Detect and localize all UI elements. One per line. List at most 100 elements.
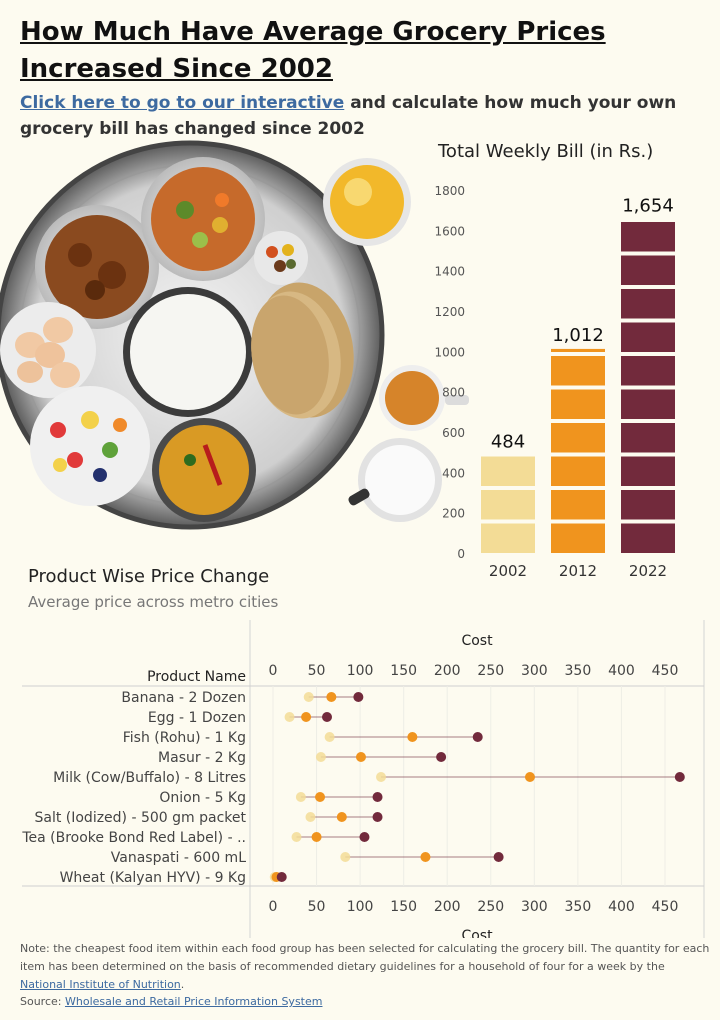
x-tick-label-top: 200: [434, 663, 461, 679]
y-tick-label: 800: [442, 386, 465, 400]
price-point-2012: [336, 812, 347, 822]
product-label: Masur - 2 Kg: [158, 750, 246, 766]
price-point-2022: [674, 772, 685, 782]
product-chart-subtitle: Average price across metro cities: [28, 593, 279, 611]
price-point-2002: [340, 852, 351, 862]
x-category-label: 2022: [629, 562, 667, 580]
x-tick-label-top: 100: [347, 663, 374, 679]
bar-segment: [621, 456, 675, 486]
price-point-2002: [303, 692, 314, 702]
price-point-2022: [372, 792, 383, 802]
spice-bowl-icon: [254, 231, 308, 285]
price-point-2012: [301, 712, 312, 722]
bar-segment: [621, 523, 675, 553]
price-point-2012: [355, 752, 366, 762]
x-tick-label-bottom: 350: [565, 899, 592, 915]
bar-segment: [621, 356, 675, 386]
x-tick-label-top: 0: [269, 663, 278, 679]
x-tick-label-top: 300: [521, 663, 548, 679]
x-tick-label-bottom: 100: [347, 899, 374, 915]
x-tick-label-bottom: 50: [308, 899, 326, 915]
note-text: Note: the cheapest food item within each…: [20, 942, 710, 973]
price-point-2012: [420, 852, 431, 862]
price-point-2012: [326, 692, 337, 702]
product-price-chart: Cost Cost Product Name 0 0 50 50 100 100 150 150 20…: [21, 620, 705, 938]
bar-segment: [621, 255, 675, 285]
price-point-2012: [315, 792, 326, 802]
thali-illustration: [0, 140, 469, 530]
price-point-2002: [324, 732, 335, 742]
price-point-2002: [295, 792, 306, 802]
bar-segment: [481, 490, 535, 520]
x-tick-label-bottom: 0: [269, 899, 278, 915]
product-label: Banana - 2 Dozen: [121, 690, 246, 706]
x-tick-label-bottom: 150: [390, 899, 417, 915]
y-tick-label: 1800: [434, 184, 465, 198]
product-label: Salt (Iodized) - 500 gm packet: [34, 810, 246, 826]
price-point-2002: [291, 832, 302, 842]
x-tick-label-top: 50: [308, 663, 326, 679]
x-category-label: 2012: [559, 562, 597, 580]
price-point-2002: [315, 752, 326, 762]
x-axis-title-top: Cost: [461, 633, 493, 649]
price-point-2012: [524, 772, 535, 782]
y-tick-label: 200: [442, 507, 465, 521]
x-category-label: 2002: [489, 562, 527, 580]
price-point-2012: [311, 832, 322, 842]
product-label: Milk (Cow/Buffalo) - 8 Litres: [53, 770, 246, 786]
product-label: Tea (Brooke Bond Red Label) - ..: [21, 830, 246, 846]
price-point-2002: [284, 712, 295, 722]
product-label: Vanaspati - 600 mL: [111, 850, 246, 866]
x-tick-label-top: 250: [477, 663, 504, 679]
bar-chart-title: Total Weekly Bill (in Rs.): [438, 141, 654, 162]
bar-segment: [481, 456, 535, 486]
product-label: Egg - 1 Dozen: [148, 710, 246, 726]
source-link[interactable]: Wholesale and Retail Price Information S…: [64, 995, 323, 1008]
x-tick-label-bottom: 250: [477, 899, 504, 915]
x-tick-label-bottom: 400: [608, 899, 635, 915]
price-point-2022: [353, 692, 364, 702]
x-tick-label-top: 400: [608, 663, 635, 679]
x-tick-label-top: 150: [390, 663, 417, 679]
x-tick-label-top: 350: [565, 663, 592, 679]
x-axis-title-bottom: Cost: [461, 928, 493, 938]
price-point-2022: [493, 852, 504, 862]
bar-segment: [621, 423, 675, 453]
fruit-bowl-icon: [30, 386, 150, 506]
x-tick-label-bottom: 300: [521, 899, 548, 915]
subtitle: Click here to go to our interactive and …: [20, 90, 710, 142]
product-chart-title: Product Wise Price Change: [28, 566, 270, 587]
bar-segment: [621, 490, 675, 520]
bar-segment: [621, 222, 675, 252]
price-point-2002: [376, 772, 387, 782]
price-point-2022: [436, 752, 447, 762]
interactive-link[interactable]: Click here to go to our interactive: [20, 93, 345, 113]
footnote: Note: the cheapest food item within each…: [20, 942, 710, 991]
bar-segment: [551, 389, 605, 419]
y-tick-label: 1400: [434, 265, 465, 279]
bar-value-label: 484: [491, 431, 525, 452]
product-label: Fish (Rohu) - 1 Kg: [123, 730, 246, 746]
price-point-2022: [276, 872, 287, 882]
bar-segment: [481, 523, 535, 553]
product-label: Wheat (Kalyan HYV) - 9 Kg: [60, 870, 246, 886]
bar-segment: [551, 523, 605, 553]
y-tick-label: 600: [442, 426, 465, 440]
subtitle-text: and calculate how much your own grocery …: [20, 93, 677, 139]
page-title: How Much Have Average Grocery Prices Inc…: [20, 17, 606, 84]
bar-segment: [621, 289, 675, 319]
bar-segment: [621, 389, 675, 419]
bar-value-label: 1,654: [622, 195, 674, 216]
y-tick-label: 1000: [434, 345, 465, 359]
price-point-2002: [305, 812, 316, 822]
y-tick-label: 1600: [434, 224, 465, 238]
weekly-bill-bar-chart: 0 200 400 600 800 1000 1200 1400 1600 1800 484 2002…: [434, 184, 675, 580]
bar-segment: [551, 348, 605, 352]
price-point-2022: [472, 732, 483, 742]
bar-segment: [551, 490, 605, 520]
nin-link[interactable]: National Institute of Nutrition: [20, 978, 181, 991]
y-tick-label: 1200: [434, 305, 465, 319]
product-label: Onion - 5 Kg: [159, 790, 246, 806]
price-point-2022: [322, 712, 333, 722]
bar-value-label: 1,012: [552, 325, 604, 346]
